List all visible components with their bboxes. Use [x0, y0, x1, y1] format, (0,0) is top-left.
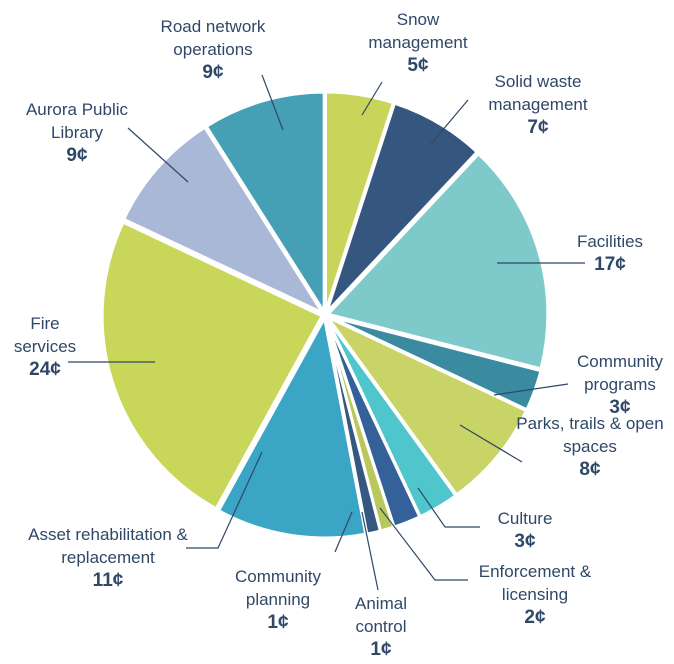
leader-line: [459, 424, 523, 463]
value-label: 5¢: [407, 55, 429, 76]
pie-slice: [216, 313, 368, 540]
category-label: Facilities: [576, 232, 644, 251]
leader-line: [379, 507, 468, 581]
leader-line: [186, 451, 263, 549]
category-label: Culture: [497, 509, 553, 528]
leader-line: [127, 127, 189, 183]
slice-label: Road network operations 9¢: [143, 15, 283, 84]
leader-line: [361, 81, 383, 116]
pie-slice: [325, 101, 480, 314]
category-label: Solid waste management: [488, 72, 588, 114]
category-label: Asset rehabilitation & replacement: [28, 525, 188, 567]
category-label: Animal control: [355, 594, 407, 636]
value-label: 9¢: [202, 62, 224, 83]
slice-label: Asset rehabilitation & replacement 11¢: [28, 523, 188, 592]
value-label: 7¢: [527, 117, 549, 138]
slice-label: Animal control 1¢: [341, 592, 421, 661]
value-label: 3¢: [514, 531, 536, 552]
leader-line: [493, 383, 569, 396]
value-label: 11¢: [92, 570, 124, 591]
category-label: Community planning: [235, 567, 321, 609]
slice-label: Community programs 3¢: [565, 350, 674, 419]
leader-line: [261, 74, 284, 131]
slice-label: Culture 3¢: [480, 507, 570, 553]
value-label: 3¢: [609, 397, 631, 418]
value-label: 2¢: [524, 607, 546, 628]
slice-label: Facilities 17¢: [560, 230, 660, 276]
pie-slice: [121, 125, 327, 317]
leader-line: [429, 99, 469, 146]
category-label: Community programs: [577, 352, 663, 394]
value-label: 24¢: [29, 359, 61, 380]
value-label: 17¢: [594, 254, 626, 275]
pie-slice: [325, 151, 550, 371]
leader-line: [361, 511, 379, 591]
pie-slice: [204, 90, 326, 318]
slice-label: Fire services 24¢: [5, 312, 85, 381]
value-label: 1¢: [370, 639, 392, 660]
slice-label: Community planning 1¢: [218, 565, 338, 634]
category-label: Parks, trails & open spaces: [516, 414, 664, 456]
category-label: Fire services: [13, 314, 77, 356]
leader-line: [334, 511, 353, 553]
category-label: Aurora Public Library: [25, 100, 129, 142]
slice-label: Solid waste management 7¢: [478, 70, 598, 139]
leader-line: [417, 487, 480, 528]
category-label: Enforcement & licensing: [478, 562, 592, 604]
value-label: 8¢: [579, 459, 601, 480]
slice-label: Snow management 5¢: [358, 8, 478, 77]
value-label: 1¢: [267, 612, 289, 633]
pie-slice: [100, 220, 325, 511]
slice-label: Enforcement & licensing 2¢: [455, 560, 615, 629]
slice-label: Parks, trails & open spaces 8¢: [510, 412, 670, 481]
pie-slice: [326, 315, 529, 497]
value-label: 9¢: [66, 145, 88, 166]
category-label: Road network operations: [160, 17, 266, 59]
category-label: Snow management: [368, 10, 468, 52]
slice-label: Aurora Public Library 9¢: [12, 98, 142, 167]
